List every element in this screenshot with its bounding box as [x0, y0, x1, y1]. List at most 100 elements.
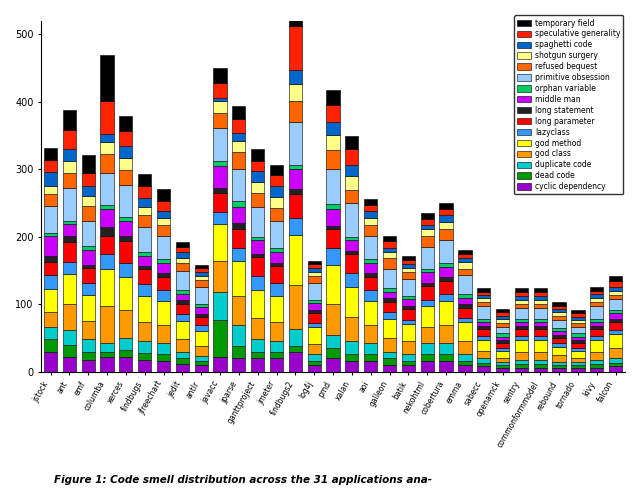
Bar: [534, 360, 547, 365]
Bar: [63, 262, 76, 274]
Bar: [496, 340, 509, 344]
Bar: [534, 296, 547, 300]
Bar: [572, 362, 584, 365]
Bar: [458, 354, 472, 361]
Bar: [477, 322, 490, 326]
Bar: [157, 301, 170, 325]
Legend: temporary field, speculative generality, spaghetti code, shotgun surgery, refuse: temporary field, speculative generality,…: [515, 16, 623, 194]
Bar: [609, 358, 622, 363]
Bar: [176, 304, 189, 314]
Bar: [496, 347, 509, 351]
Bar: [63, 274, 76, 305]
Bar: [477, 295, 490, 298]
Bar: [289, 351, 302, 372]
Bar: [515, 288, 528, 291]
Bar: [308, 303, 321, 310]
Bar: [308, 268, 321, 272]
Bar: [326, 335, 340, 348]
Bar: [364, 199, 378, 204]
Bar: [326, 204, 340, 209]
Bar: [157, 218, 170, 225]
Bar: [326, 122, 340, 135]
Bar: [515, 340, 528, 352]
Bar: [346, 240, 358, 251]
Bar: [232, 169, 246, 201]
Bar: [496, 316, 509, 319]
Bar: [609, 330, 622, 334]
Bar: [402, 260, 415, 264]
Bar: [251, 257, 264, 276]
Bar: [458, 294, 472, 298]
Bar: [44, 185, 57, 194]
Bar: [590, 319, 604, 322]
Bar: [138, 174, 151, 186]
Bar: [119, 357, 132, 372]
Bar: [440, 344, 452, 354]
Bar: [100, 254, 114, 269]
Bar: [364, 301, 378, 325]
Bar: [100, 142, 114, 154]
Bar: [82, 155, 95, 173]
Bar: [44, 194, 57, 206]
Bar: [157, 290, 170, 301]
Bar: [383, 338, 396, 351]
Bar: [326, 150, 340, 169]
Bar: [100, 344, 114, 351]
Bar: [82, 173, 95, 185]
Bar: [251, 161, 264, 171]
Bar: [157, 263, 170, 273]
Bar: [496, 344, 509, 347]
Bar: [402, 257, 415, 260]
Bar: [289, 189, 302, 194]
Bar: [119, 263, 132, 277]
Bar: [440, 281, 452, 294]
Bar: [138, 256, 151, 266]
Bar: [100, 154, 114, 173]
Bar: [496, 358, 509, 362]
Bar: [176, 351, 189, 358]
Bar: [458, 298, 472, 305]
Bar: [572, 326, 584, 333]
Bar: [270, 266, 283, 283]
Bar: [270, 351, 283, 358]
Bar: [232, 152, 246, 169]
Bar: [63, 173, 76, 188]
Bar: [157, 277, 170, 290]
Bar: [440, 208, 452, 215]
Bar: [176, 321, 189, 340]
Bar: [289, 285, 302, 329]
Bar: [515, 322, 528, 326]
Bar: [119, 131, 132, 146]
Bar: [477, 340, 490, 351]
Bar: [195, 317, 208, 325]
Bar: [138, 360, 151, 372]
Bar: [496, 333, 509, 337]
Bar: [176, 263, 189, 271]
Bar: [289, 0, 302, 26]
Bar: [346, 361, 358, 372]
Bar: [270, 358, 283, 372]
Bar: [440, 203, 452, 208]
Bar: [251, 254, 264, 257]
Bar: [270, 248, 283, 252]
Bar: [195, 287, 208, 304]
Bar: [82, 185, 95, 196]
Bar: [590, 340, 604, 352]
Bar: [119, 350, 132, 357]
Bar: [364, 211, 378, 218]
Bar: [232, 133, 246, 141]
Bar: [289, 122, 302, 165]
Bar: [138, 353, 151, 360]
Bar: [289, 329, 302, 346]
Bar: [176, 294, 189, 300]
Bar: [308, 361, 321, 365]
Bar: [346, 203, 358, 237]
Bar: [534, 288, 547, 291]
Bar: [420, 219, 434, 225]
Bar: [383, 351, 396, 358]
Bar: [590, 294, 604, 298]
Bar: [534, 336, 547, 340]
Bar: [100, 173, 114, 205]
Bar: [383, 269, 396, 288]
Bar: [119, 146, 132, 158]
